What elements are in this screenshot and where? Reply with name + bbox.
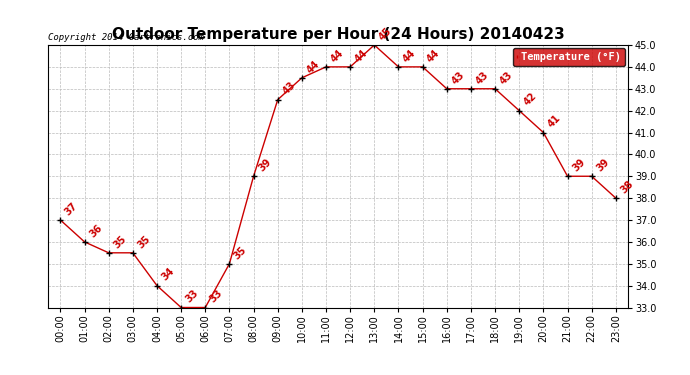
Text: 39: 39 <box>257 157 273 174</box>
Text: 45: 45 <box>377 26 394 42</box>
Text: 35: 35 <box>233 244 249 261</box>
Legend: Temperature (°F): Temperature (°F) <box>513 48 624 66</box>
Text: 43: 43 <box>498 69 515 86</box>
Text: 44: 44 <box>305 58 322 75</box>
Text: 34: 34 <box>160 266 177 283</box>
Text: 44: 44 <box>426 48 442 64</box>
Text: 41: 41 <box>546 113 563 130</box>
Title: Outdoor Temperature per Hour (24 Hours) 20140423: Outdoor Temperature per Hour (24 Hours) … <box>112 27 564 42</box>
Text: Copyright 2014 Cartronics.com: Copyright 2014 Cartronics.com <box>48 33 204 42</box>
Text: 33: 33 <box>208 288 225 305</box>
Text: 42: 42 <box>522 91 539 108</box>
Text: 37: 37 <box>63 201 80 217</box>
Text: 44: 44 <box>402 48 418 64</box>
Text: 43: 43 <box>281 80 297 97</box>
Text: 43: 43 <box>450 69 466 86</box>
Text: 44: 44 <box>329 48 346 64</box>
Text: 35: 35 <box>136 233 152 250</box>
Text: 38: 38 <box>619 178 635 195</box>
Text: 39: 39 <box>571 157 587 174</box>
Text: 39: 39 <box>595 157 611 174</box>
Text: 44: 44 <box>353 48 370 64</box>
Text: 33: 33 <box>184 288 201 305</box>
Text: 36: 36 <box>88 222 104 239</box>
Text: 43: 43 <box>474 69 491 86</box>
Text: 35: 35 <box>112 233 128 250</box>
